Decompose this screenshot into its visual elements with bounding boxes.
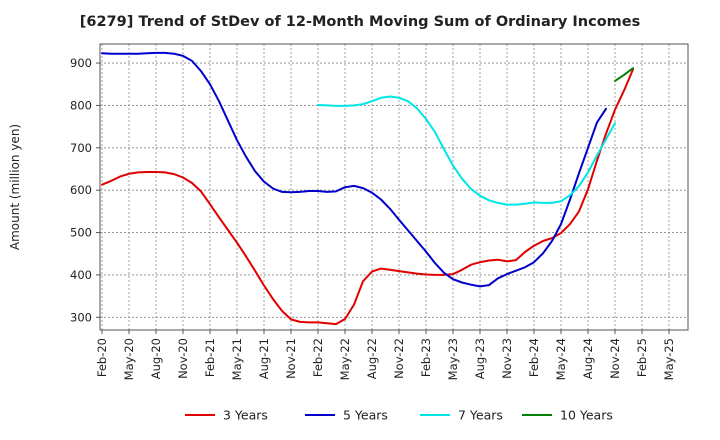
series-line-5-years: [101, 51, 607, 288]
legend-label: 10 Years: [560, 408, 613, 423]
series-line-7-years: [317, 95, 616, 206]
x-tick-label: May-20: [122, 338, 136, 380]
y-tick-label: 600: [70, 183, 92, 197]
x-tick-label: Feb-21: [203, 338, 217, 377]
y-tick-label: 900: [70, 56, 92, 70]
x-tick-label: Aug-22: [365, 338, 379, 379]
x-tick-label: Feb-23: [419, 338, 433, 377]
legend-label: 7 Years: [458, 408, 503, 423]
x-tick-label: Feb-24: [527, 338, 541, 377]
x-tick-label: Aug-20: [149, 338, 163, 379]
x-tick-label: Nov-21: [284, 338, 298, 379]
plot-frame: [99, 43, 689, 331]
x-tick-label: Feb-20: [95, 338, 109, 377]
x-tick-label: Aug-21: [257, 338, 271, 379]
series-line-10-years: [614, 67, 634, 82]
y-tick-label: 800: [70, 98, 92, 112]
grid: [100, 44, 688, 330]
x-tick-label: Feb-25: [635, 338, 649, 377]
x-tick-label: May-25: [662, 338, 676, 380]
series-lines: [101, 51, 634, 326]
y-axis-title: Amount (million yen): [8, 124, 22, 250]
chart-title: [6279] Trend of StDev of 12-Month Moving…: [79, 14, 641, 30]
x-tick-label: Aug-24: [581, 338, 595, 379]
x-tick-label: Feb-22: [311, 338, 325, 377]
x-tick-label: Nov-24: [608, 338, 622, 379]
axes: 300 400 500 600 700 800 900 Feb-20 May-20 Aug-20 N…: [8, 43, 689, 380]
x-tick-label: May-24: [554, 338, 568, 380]
legend-label: 3 Years: [223, 408, 268, 423]
y-tick-label: 500: [70, 226, 92, 240]
legend: 3 Years 5 Years 7 Years 10 Years: [185, 408, 613, 423]
x-tick-label: May-23: [446, 338, 460, 380]
x-tick-label: May-22: [338, 338, 352, 380]
x-tick-label: Nov-23: [500, 338, 514, 379]
x-tick-label: Nov-22: [392, 338, 406, 379]
x-tick-label: May-21: [230, 338, 244, 380]
series-line-3-years: [101, 68, 634, 326]
legend-label: 5 Years: [343, 408, 388, 423]
x-tick-label: Nov-20: [176, 338, 190, 379]
y-tick-label: 300: [70, 310, 92, 324]
y-tick-label: 400: [70, 268, 92, 282]
y-tick-label: 700: [70, 141, 92, 155]
x-tick-label: Aug-23: [473, 338, 487, 379]
